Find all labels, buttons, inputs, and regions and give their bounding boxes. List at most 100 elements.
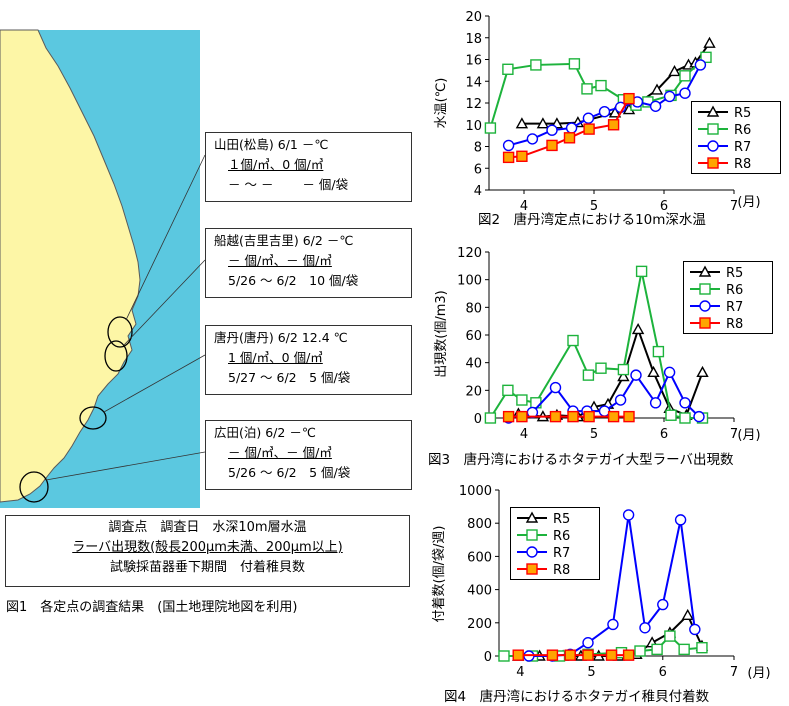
station-marker-hirota <box>19 471 49 503</box>
legend-label-r6: R6 <box>734 123 751 138</box>
fig4-point-r7 <box>639 622 651 634</box>
fig2-series-r6 <box>484 51 712 134</box>
fig4-x-tick-label: 6 <box>659 665 667 680</box>
fig3-chart: 0 20 40 60 80 100 120 4 5 6 7 出現数(個/m3) (月) <box>434 246 761 443</box>
legend-label-r8: R8 <box>726 317 743 332</box>
station-info: 船越(吉里吉里) 6/2 －℃ <box>214 233 354 248</box>
fig2-point-r8 <box>607 119 620 131</box>
fig4-x-tick-label: 7 <box>730 665 738 680</box>
fig3-point-r6 <box>567 334 579 347</box>
map-land <box>0 29 141 503</box>
fig3-point-r6 <box>652 345 665 358</box>
legend-marker-r5 <box>698 265 712 277</box>
fig4-ylabel: 付着数(個/袋/週) <box>431 526 447 623</box>
fig4-caption: 図4 唐丹湾におけるホタテガイ稚貝付着数 <box>444 689 710 705</box>
legend-label-r7: R7 <box>734 140 751 155</box>
fig2-point-r5 <box>515 117 529 129</box>
fig4-y-tick-label: 400 <box>467 584 492 599</box>
fig2-point-r7 <box>546 124 558 136</box>
fig3-point-r8 <box>583 410 595 423</box>
fig4-point-r8 <box>622 649 635 661</box>
fig3-point-r7 <box>614 394 627 406</box>
fig3-point-r7 <box>549 381 562 394</box>
legend-marker-r6 <box>526 529 538 541</box>
station-box-toni: 唐丹(唐丹) 6/2 12.4 ℃ 1 個/㎥、0 個/㎥ 5/27 ～ 6/2… <box>205 325 412 395</box>
fig2-point-r7 <box>582 112 595 124</box>
legend-marker-r7 <box>526 546 538 558</box>
leader-line-yamada <box>125 154 206 321</box>
leader-line-hirota <box>45 451 206 481</box>
fig2-y-tick-label: 4 <box>474 184 482 199</box>
fig3-point-r5 <box>647 365 660 378</box>
fig4-y-tick-label: 800 <box>467 517 492 532</box>
legend-marker-r8 <box>707 157 719 169</box>
fig3-y-tick-label: 40 <box>465 357 482 372</box>
fig2-point-r8 <box>516 150 528 162</box>
station-larvae: － 個/㎥、－ 個/㎥ <box>228 253 332 268</box>
fig3-x-tick-label: 7 <box>730 427 738 442</box>
fig2-y-tick-label: 20 <box>465 10 482 25</box>
fig3-x-tick-label: 5 <box>590 427 598 442</box>
fig3-point-r8 <box>502 410 515 423</box>
fig4-x-tick-label: 5 <box>587 665 595 680</box>
fig4-point-r6 <box>634 645 646 657</box>
fig2-y-tick-label: 6 <box>474 162 482 177</box>
fig2-point-r7 <box>663 90 676 103</box>
station-larvae: 1 個/㎥、0 個/㎥ <box>228 350 323 365</box>
station-larvae: １個/㎥、0 個/㎥ <box>228 157 324 172</box>
fig2-point-r8 <box>563 132 576 144</box>
fig2-point-r5 <box>650 83 664 95</box>
fig3-y-tick-label: 60 <box>465 329 482 344</box>
map-legend-line1: 調査点 調査日 水深10m層水温 <box>108 520 307 535</box>
fig3-point-r8 <box>607 410 620 423</box>
map-figure: 山田(松島) 6/1 －℃ １個/㎥、0 個/㎥ － ～ － － 個/袋 船越(… <box>0 0 420 620</box>
fig2-point-r6 <box>568 58 581 70</box>
leader-line-toni <box>103 354 206 413</box>
map-legend-box: 調査点 調査日 水深10m層水温 ラーバ出現数(殻長200μm未満、200μm以… <box>5 515 410 587</box>
station-info: 広田(泊) 6/2 －℃ <box>214 425 316 440</box>
station-marker-funakoshi <box>104 340 128 372</box>
fig4-point-r5 <box>681 608 694 621</box>
fig2-series-r7 <box>502 59 707 152</box>
fig3-legend: R5 R6 R7 R8 <box>683 261 773 334</box>
fig3-x-tick-label: 6 <box>660 427 668 442</box>
fig3-x-tick-label: 4 <box>520 427 528 442</box>
fig4-point-r8 <box>582 649 594 661</box>
fig3-point-r7 <box>649 397 662 409</box>
legend-marker-r6 <box>707 123 719 135</box>
fig3-point-r6 <box>502 384 514 397</box>
station-larvae: － 個/㎥、－ 個/㎥ <box>228 445 332 460</box>
fig4-x-tick-label: 4 <box>516 665 524 680</box>
fig3-point-r6 <box>665 409 677 421</box>
fig4-point-r8 <box>605 649 618 661</box>
fig2-legend: R5 R6 R7 R8 <box>691 101 781 174</box>
fig2-x-tick-label: 5 <box>590 199 598 213</box>
fig2-legend-svg: R5 R6 R7 R8 <box>698 105 751 172</box>
station-info: 唐丹(唐丹) 6/2 12.4 ℃ <box>214 330 348 345</box>
fig2-y-tick-label: 16 <box>465 54 482 69</box>
fig2-y-tick-label: 18 <box>465 32 482 47</box>
fig4-y-tick-label: 1000 <box>459 484 492 499</box>
fig4-point-r7 <box>582 637 594 649</box>
coastline-map <box>0 29 206 508</box>
fig4-point-r6 <box>678 643 690 656</box>
fig4-chart: 0 200 400 600 800 1000 4 5 6 7 付着数(個/袋/週) (月) <box>431 484 771 681</box>
legend-label-r8: R8 <box>734 157 751 172</box>
fig2-y-tick-label: 8 <box>474 141 482 156</box>
station-box-funakoshi: 船越(吉里吉里) 6/2 －℃ － 個/㎥、－ 個/㎥ 5/26 ～ 6/2 1… <box>205 228 412 298</box>
legend-marker-r8 <box>526 563 538 575</box>
station-box-hirota: 広田(泊) 6/2 －℃ － 個/㎥、－ 個/㎥ 5/26 ～ 6/2 5 個/… <box>205 420 412 490</box>
map-legend-line3: 試験採苗器垂下期間 付着稚貝数 <box>109 560 305 575</box>
fig3-caption: 図3 唐丹湾におけるホタテガイ大型ラーバ出現数 <box>428 452 734 468</box>
fig2-point-r5 <box>703 36 716 48</box>
fig2-series-r5 <box>515 36 716 129</box>
fig2-line-r7 <box>508 64 702 147</box>
fig3-point-r8 <box>549 410 562 423</box>
fig4-point-r6 <box>696 641 708 654</box>
fig3-xunit: (月) <box>737 428 760 443</box>
fig4-xunit: (月) <box>747 666 770 681</box>
fig2-point-r6 <box>530 59 542 71</box>
fig3-ylabel: 出現数(個/m3) <box>434 290 449 377</box>
fig2-point-r6 <box>502 63 514 75</box>
legend-label-r8: R8 <box>553 563 570 578</box>
